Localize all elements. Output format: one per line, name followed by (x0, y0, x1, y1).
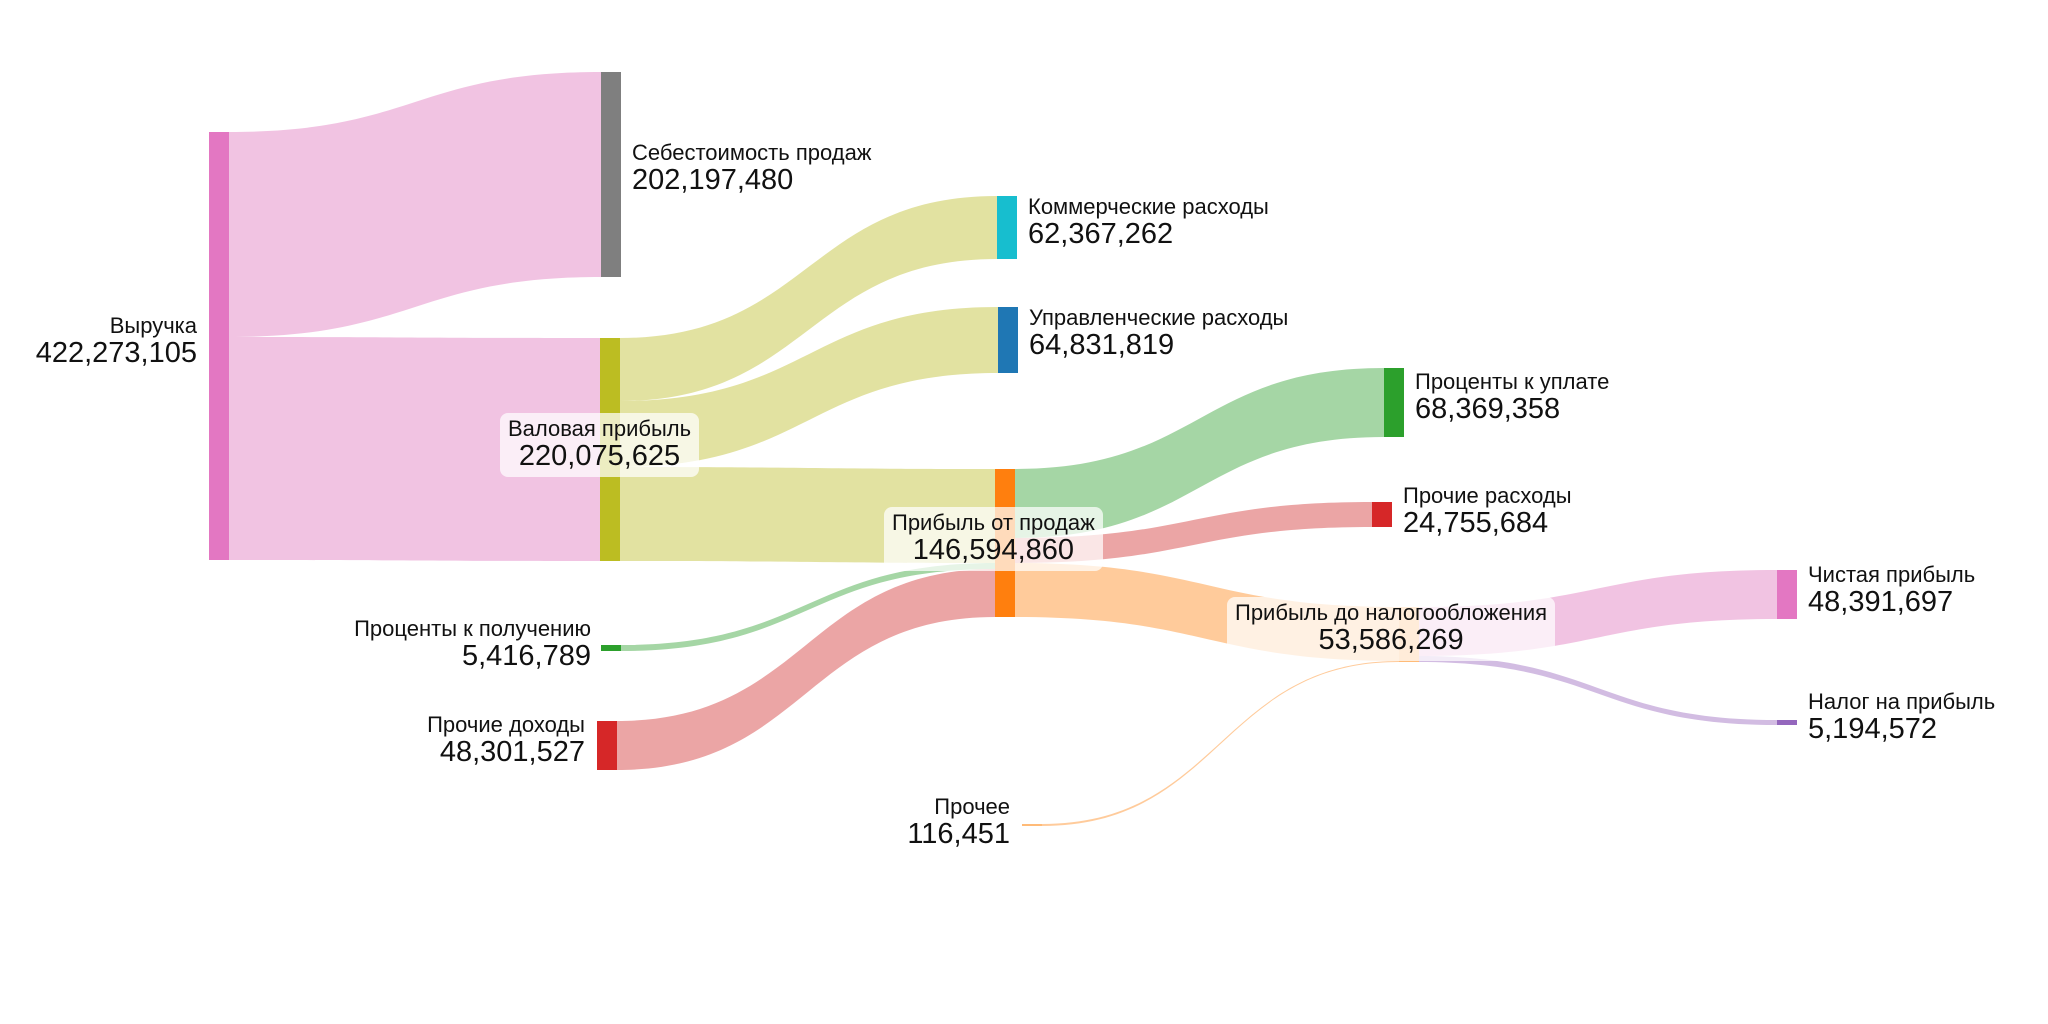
node-name: Проценты к получению (354, 616, 591, 641)
link-gross-to-admin[interactable] (620, 307, 998, 467)
node-label-selling: Коммерческие расходы 62,367,262 (1028, 194, 1269, 251)
node-label-interest_paid: Проценты к уплате 68,369,358 (1415, 369, 1610, 426)
node-label-admin: Управленческие расходы 64,831,819 (1029, 305, 1289, 362)
link-other-to-pretax[interactable] (1042, 661, 1399, 826)
node-value: 5,194,572 (1808, 713, 1938, 746)
node-label-gross: Валовая прибыль 220,075,625 (500, 413, 700, 478)
node-label-tax: Налог на прибыль 5,194,572 (1808, 689, 1996, 746)
link-other_income-to-op_profit[interactable] (617, 569, 995, 770)
node-name: Валовая прибыль (508, 416, 692, 441)
node-value: 48,391,697 (1808, 586, 1954, 619)
node-tax[interactable] (1777, 720, 1797, 725)
node-name: Себестоимость продаж (632, 140, 872, 165)
node-value: 220,075,625 (518, 440, 681, 473)
node-label-interest_income: Проценты к получению 5,416,789 (0, 616, 591, 673)
node-other_exp[interactable] (1372, 502, 1392, 527)
node-value: 62,367,262 (1028, 218, 1174, 251)
node-label-op_profit: Прибыль от продаж 146,594,860 (884, 507, 1103, 572)
link-pretax-to-tax[interactable] (1419, 656, 1777, 725)
node-value: 53,586,269 (1318, 624, 1464, 657)
node-name: Проценты к уплате (1415, 369, 1610, 394)
node-name: Прочее (934, 794, 1010, 819)
node-value: 146,594,860 (912, 534, 1075, 567)
node-label-cogs: Себестоимость продаж 202,197,480 (632, 140, 872, 197)
node-value: 422,273,105 (35, 337, 197, 370)
node-value: 64,831,819 (1029, 329, 1175, 362)
node-name: Управленческие расходы (1029, 305, 1289, 330)
node-name: Налог на прибыль (1808, 689, 1996, 714)
node-label-other_exp: Прочие расходы 24,755,684 (1403, 483, 1572, 540)
node-label-other_income: Прочие доходы 48,301,527 (0, 712, 585, 769)
node-label-net: Чистая прибыль 48,391,697 (1808, 562, 1976, 619)
link-interest_income-to-op_profit[interactable] (621, 563, 995, 651)
node-label-pretax: Прибыль до налогообложения 53,586,269 (1227, 597, 1556, 662)
node-interest_paid[interactable] (1384, 368, 1404, 437)
node-name: Прибыль от продаж (892, 510, 1095, 535)
node-cogs[interactable] (601, 72, 621, 277)
link-op_profit-to-interest_paid[interactable] (1015, 368, 1384, 538)
node-value: 5,416,789 (461, 640, 591, 673)
node-label-revenue: Выручка 422,273,105 (0, 313, 197, 370)
node-name: Прочие доходы (427, 712, 585, 737)
node-revenue[interactable] (209, 132, 229, 560)
node-interest_income[interactable] (601, 645, 621, 651)
link-gross-to-selling[interactable] (620, 196, 997, 401)
node-label-other: Прочее 116,451 (0, 794, 1010, 851)
node-value: 116,451 (907, 818, 1010, 851)
node-selling[interactable] (997, 196, 1017, 259)
node-name: Чистая прибыль (1808, 562, 1976, 587)
node-value: 202,197,480 (632, 164, 794, 197)
node-name: Коммерческие расходы (1028, 194, 1269, 219)
link-revenue-to-gross[interactable] (229, 337, 600, 561)
node-name: Прибыль до налогообложения (1235, 600, 1548, 625)
node-value: 24,755,684 (1403, 507, 1549, 540)
node-name: Прочие расходы (1403, 483, 1572, 508)
node-net[interactable] (1777, 570, 1797, 619)
link-op_profit-to-other_exp[interactable] (1015, 502, 1372, 563)
node-value: 48,301,527 (439, 736, 585, 769)
node-other_income[interactable] (597, 721, 617, 770)
node-other[interactable] (1022, 824, 1042, 826)
link-revenue-to-cogs[interactable] (229, 72, 601, 337)
node-admin[interactable] (998, 307, 1018, 373)
node-value: 68,369,358 (1415, 393, 1561, 426)
node-name: Выручка (109, 313, 197, 338)
